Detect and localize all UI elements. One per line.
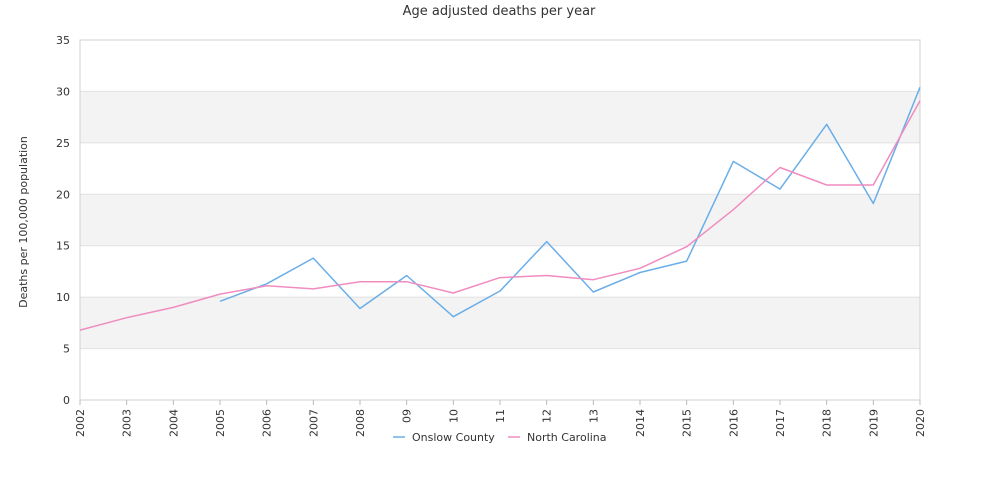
x-tick-label: 2014	[634, 409, 647, 437]
x-tick-label: 2007	[307, 409, 320, 437]
x-tick-label: 2015	[681, 409, 694, 437]
series-line-north-carolina	[79, 100, 921, 331]
x-tick-label: 2006	[261, 409, 274, 437]
y-tick-label: 35	[56, 34, 70, 47]
y-tick-label: 30	[56, 85, 70, 98]
y-tick-label: 5	[63, 343, 70, 356]
x-tick-label: 2018	[821, 409, 834, 437]
x-tick-label: 2008	[354, 409, 367, 437]
x-tick-label: 09	[401, 409, 414, 423]
y-tick-label: 15	[56, 240, 70, 253]
legend: Onslow County North Carolina	[393, 431, 607, 444]
legend-label-north-carolina: North Carolina	[527, 431, 607, 444]
x-tick-label: 2020	[914, 409, 927, 437]
x-tick-label: 12	[541, 409, 554, 423]
grid-band	[80, 194, 920, 246]
x-tick-label: 2019	[867, 409, 880, 437]
x-tick-label: 2016	[727, 409, 740, 437]
y-tick-label: 0	[63, 394, 70, 407]
chart-title: Age adjusted deaths per year	[403, 4, 596, 19]
y-axis-title: Deaths per 100,000 population	[17, 136, 30, 308]
legend-label-onslow-county: Onslow County	[412, 431, 495, 444]
grid-bands	[80, 91, 920, 349]
y-axis-ticks: 0 5 10 15 20 25 30 35	[56, 34, 70, 407]
y-tick-label: 10	[56, 291, 70, 304]
y-tick-label: 25	[56, 137, 70, 150]
x-tick-label: 11	[494, 409, 507, 423]
x-tick-label: 2002	[74, 409, 87, 437]
x-tick-label: 2017	[774, 409, 787, 437]
grid-band	[80, 91, 920, 143]
x-tick-label: 10	[447, 409, 460, 423]
series-line-onslow-county	[219, 87, 921, 318]
x-tick-label: 2004	[167, 409, 180, 437]
x-tick-label: 2003	[121, 409, 134, 437]
gridlines	[80, 39, 920, 401]
y-tick-label: 20	[56, 188, 70, 201]
x-axis-ticks: 2002 2003 2004 2005 2006 2007 2008 09 10 11 12 13 20…	[74, 400, 927, 437]
grid-band	[80, 297, 920, 349]
x-tick-label: 2005	[214, 409, 227, 437]
series-layer	[79, 87, 921, 331]
x-tick-label: 13	[587, 409, 600, 423]
